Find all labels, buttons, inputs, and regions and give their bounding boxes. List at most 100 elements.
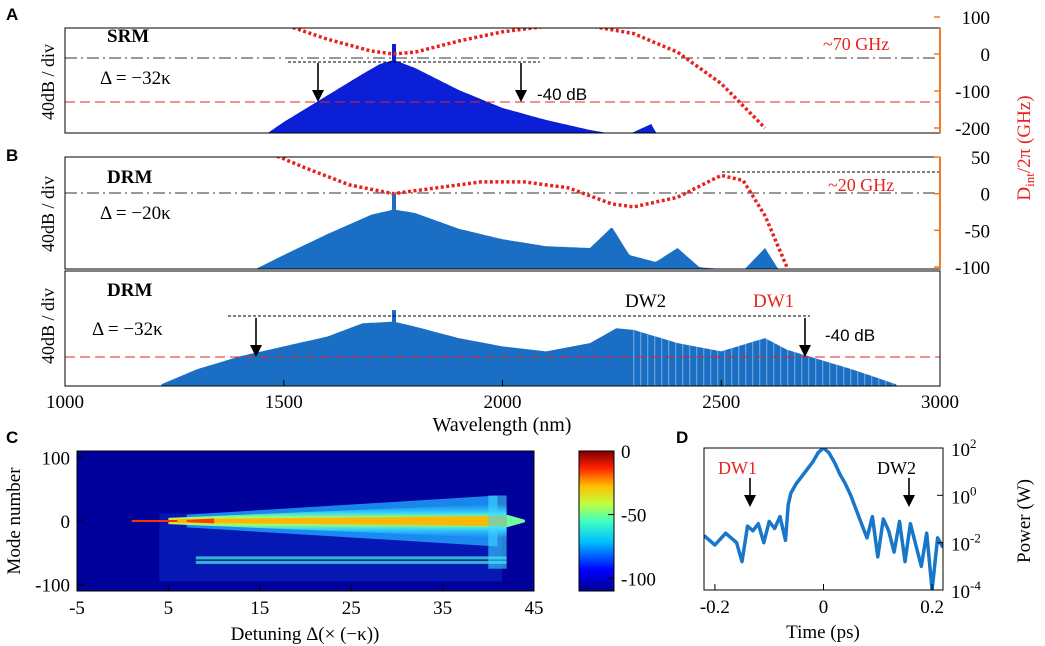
right-axis-tick-label: 100 bbox=[962, 8, 991, 29]
panel-b-spectrum bbox=[248, 193, 783, 269]
panel-c-colorbar-ticks: 0 -50 -100 bbox=[608, 442, 656, 590]
x-axis-tick-label: -0.2 bbox=[700, 597, 730, 618]
right-axis-tick-label: 0 bbox=[981, 45, 991, 66]
panel-a-right-ticks: 100 0 -100 -200 bbox=[934, 8, 990, 140]
heatmap-pump-streak bbox=[131, 520, 178, 522]
heatmap-core bbox=[177, 515, 507, 527]
y-axis-tick-label: 100 bbox=[951, 483, 977, 508]
panel-b-lower-title: DRM bbox=[107, 280, 152, 301]
y-axis-tick-label: 10-4 bbox=[951, 578, 981, 603]
y-axis-tick-label: 100 bbox=[42, 448, 71, 469]
x-axis-tick-label: 0 bbox=[819, 597, 829, 618]
x-axis-tick-label: 5 bbox=[164, 598, 174, 619]
panel-b: B 50 0 -50 -100 DRM Δ = −20κ ~20 GHz bbox=[6, 146, 990, 279]
panel-b-lower-delta: Δ = −32κ bbox=[92, 319, 163, 340]
panel-c-colorbar bbox=[578, 450, 615, 592]
panel-b-lower-spectrum bbox=[161, 310, 897, 386]
panel-a: A 100 0 -100 -200 SRM Δ = −32κ -40 dB ~70 G… bbox=[6, 5, 990, 140]
panel-d-arrow-dw1 bbox=[744, 478, 756, 507]
panel-c-y-axis-label: Mode number bbox=[4, 467, 25, 575]
right-axis-tick-label: -50 bbox=[965, 221, 990, 242]
panel-c: C 100 0 -100 -5 5 15 25 35 45 Detuning Δ(× (−κ)… bbox=[4, 428, 656, 645]
panel-b-lower-x-ticks: 1000 1500 2000 2500 3000 bbox=[46, 380, 959, 413]
x-axis-tick-label: 0.2 bbox=[920, 597, 944, 618]
heatmap-transition bbox=[488, 495, 507, 569]
panel-d-dw2-label: DW2 bbox=[877, 458, 916, 478]
pump-line bbox=[392, 310, 396, 386]
x-axis-tick-label: 35 bbox=[433, 598, 452, 619]
panel-d: D DW1 DW2 -0.2 0 0.2 102 100 10-2 10-4 Time (… bbox=[676, 428, 1035, 643]
heatmap-hot-spot bbox=[186, 518, 215, 524]
panel-b-lower-x-axis-label: Wavelength (nm) bbox=[433, 414, 572, 436]
panel-label-a: A bbox=[6, 5, 18, 24]
colorbar-tick-label: 0 bbox=[621, 442, 631, 463]
x-axis-tick-label: 45 bbox=[525, 598, 544, 619]
panel-c-y-ticks: 100 0 -100 bbox=[35, 448, 83, 597]
x-axis-tick-label: 3000 bbox=[921, 392, 959, 413]
x-axis-tick-label: 25 bbox=[342, 598, 361, 619]
heatmap-dw-streak bbox=[195, 560, 507, 564]
right-axis-tick-label: 0 bbox=[981, 185, 991, 206]
x-axis-tick-label: 1000 bbox=[46, 392, 84, 413]
y-axis-tick-label: -100 bbox=[35, 576, 70, 597]
panel-a-delta: Δ = −32κ bbox=[100, 68, 171, 89]
panel-a-offset-label: ~70 GHz bbox=[823, 34, 889, 54]
panel-label-b: B bbox=[6, 146, 18, 165]
panel-a-dint-curve bbox=[288, 28, 767, 130]
panel-b-lower: DRM Δ = −32κ -40 dB DW2 DW1 1000 1500 2000… bbox=[46, 270, 959, 436]
x-axis-tick-label: 2500 bbox=[702, 392, 740, 413]
spectrum-envelope bbox=[248, 209, 783, 269]
panel-a-spectrum bbox=[257, 44, 660, 133]
panel-label-d: D bbox=[676, 428, 688, 447]
pump-line bbox=[392, 44, 396, 133]
panel-a-threshold-label: -40 dB bbox=[537, 85, 587, 104]
panel-d-arrow-dw2 bbox=[903, 478, 915, 507]
heatmap-dw-streak bbox=[195, 556, 507, 560]
right-axis-tick-label: -200 bbox=[955, 119, 990, 140]
panel-b-lower-y-axis-label: 40dB / div bbox=[38, 288, 58, 364]
y-axis-tick-label: 10-2 bbox=[951, 531, 981, 556]
panel-b-right-ticks: 50 0 -50 -100 bbox=[934, 148, 990, 279]
colorbar-tick-label: -50 bbox=[621, 506, 646, 527]
panel-b-title: DRM bbox=[107, 167, 152, 188]
panel-b-delta: Δ = −20κ bbox=[100, 203, 171, 224]
panel-d-y-ticks: 102 100 10-2 10-4 bbox=[937, 436, 981, 603]
y-axis-tick-label: 102 bbox=[951, 436, 977, 461]
pump-line bbox=[392, 193, 396, 269]
panel-c-x-ticks: -5 5 15 25 35 45 bbox=[69, 585, 544, 619]
panel-b-y-axis-label: 40dB / div bbox=[38, 176, 58, 252]
spectrum-envelope bbox=[161, 321, 897, 386]
panel-b-lower-arrow-right bbox=[799, 318, 811, 357]
x-axis-tick-label: 2000 bbox=[484, 392, 522, 413]
panel-b-lower-dw2-label: DW2 bbox=[625, 291, 666, 312]
panel-b-lower-dw1-label: DW1 bbox=[753, 291, 794, 312]
panel-label-c: C bbox=[6, 428, 18, 447]
x-axis-tick-label: -5 bbox=[69, 598, 85, 619]
panel-b-lower-arrow-left bbox=[250, 318, 262, 357]
heatmap-exit-tail bbox=[506, 514, 525, 528]
panel-a-arrow-right bbox=[515, 63, 527, 102]
panel-b-dint-curve bbox=[274, 157, 789, 268]
x-axis-tick-label: 15 bbox=[250, 598, 269, 619]
panel-d-dw1-label: DW1 bbox=[718, 458, 757, 478]
right-axis-tick-label: 50 bbox=[971, 148, 990, 169]
right-axis-tick-label: -100 bbox=[955, 258, 990, 279]
panel-b-lower-threshold-label: -40 dB bbox=[825, 326, 875, 345]
colorbar-tick-label: -100 bbox=[621, 569, 656, 590]
panel-d-x-axis-label: Time (ps) bbox=[786, 622, 860, 643]
panel-d-x-ticks: -0.2 0 0.2 bbox=[700, 584, 944, 618]
dint-axis-label: Dint/2π (GHz) bbox=[1014, 95, 1037, 200]
panel-c-heatmap bbox=[131, 495, 525, 582]
right-axis-tick-label: -100 bbox=[955, 82, 990, 103]
y-axis-tick-label: 0 bbox=[61, 512, 71, 533]
panel-b-offset-label: ~20 GHz bbox=[828, 175, 894, 195]
spectrum-envelope bbox=[257, 60, 660, 133]
panel-a-arrow-left bbox=[312, 63, 324, 102]
panel-d-y-axis-label: Power (W) bbox=[1014, 479, 1035, 563]
panel-d-power-line bbox=[704, 448, 943, 590]
panel-a-y-axis-label: 40dB / div bbox=[38, 44, 58, 120]
panel-c-x-axis-label: Detuning Δ(× (−κ)) bbox=[231, 624, 380, 645]
panel-a-title: SRM bbox=[107, 26, 149, 47]
x-axis-tick-label: 1500 bbox=[265, 392, 303, 413]
